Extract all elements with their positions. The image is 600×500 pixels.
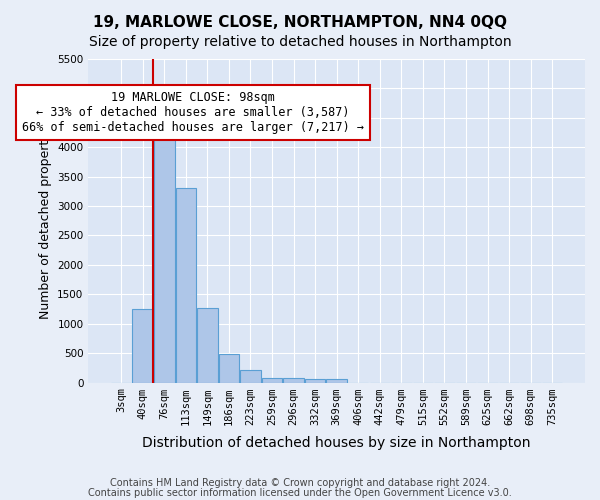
Bar [133,308,153,382]
Bar [283,378,304,382]
Bar [176,188,196,382]
Bar [154,126,175,382]
Bar [262,378,282,382]
Bar [240,370,261,382]
Bar [326,380,347,382]
Text: 19 MARLOWE CLOSE: 98sqm
← 33% of detached houses are smaller (3,587)
66% of semi: 19 MARLOWE CLOSE: 98sqm ← 33% of detache… [22,92,364,134]
Text: Contains public sector information licensed under the Open Government Licence v3: Contains public sector information licen… [88,488,512,498]
Bar [218,354,239,382]
Text: 19, MARLOWE CLOSE, NORTHAMPTON, NN4 0QQ: 19, MARLOWE CLOSE, NORTHAMPTON, NN4 0QQ [93,15,507,30]
Bar [305,380,325,382]
Bar [197,308,218,382]
Y-axis label: Number of detached properties: Number of detached properties [38,122,52,320]
Text: Contains HM Land Registry data © Crown copyright and database right 2024.: Contains HM Land Registry data © Crown c… [110,478,490,488]
X-axis label: Distribution of detached houses by size in Northampton: Distribution of detached houses by size … [142,436,531,450]
Text: Size of property relative to detached houses in Northampton: Size of property relative to detached ho… [89,35,511,49]
